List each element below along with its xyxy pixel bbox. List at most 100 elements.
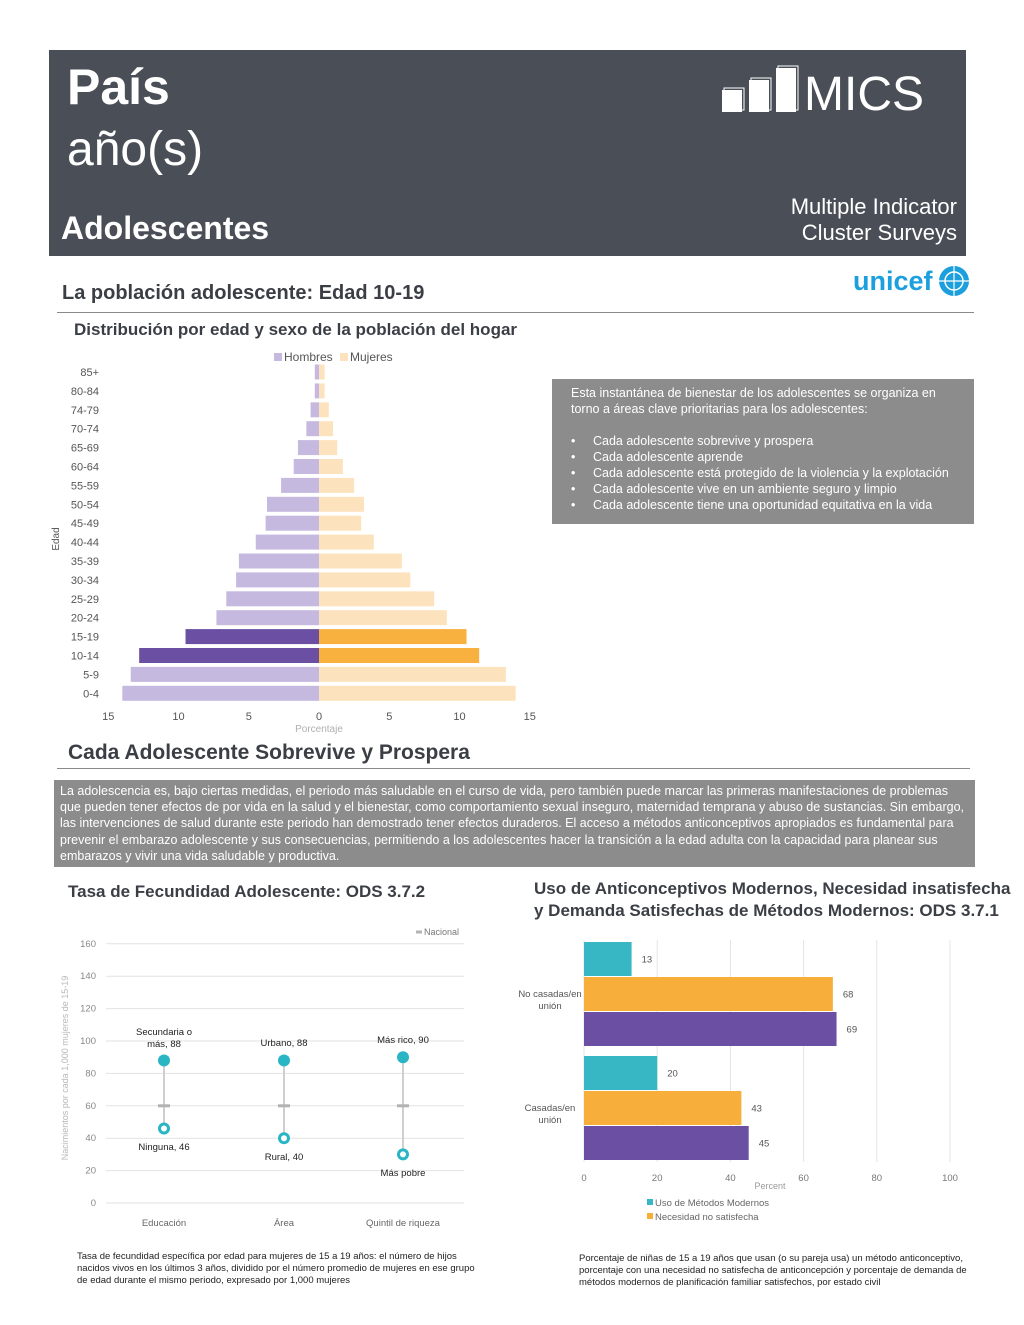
pyramid-x-tick: 0 (316, 711, 322, 723)
fertility-category-label: Educación (142, 1218, 186, 1229)
contraception-bar (584, 1056, 658, 1090)
bar-hombres-70-74 (306, 421, 319, 437)
contraception-x-tick: 100 (942, 1173, 958, 1184)
logo-block-1-outline (723, 87, 745, 111)
bar-mujeres-45-49 (319, 515, 362, 531)
bar-mujeres-35-39 (319, 553, 402, 569)
contraception-value-label: 68 (843, 990, 854, 1001)
age-group-label: 15-19 (71, 632, 99, 644)
section-divider (57, 312, 974, 313)
contraception-x-axis-label: Percent (754, 1181, 786, 1191)
pyramid-x-tick: 15 (524, 711, 536, 723)
pyramid-x-tick: 5 (246, 711, 252, 723)
contraception-bar (584, 1091, 742, 1125)
fertility-y-tick: 100 (80, 1036, 96, 1047)
section-population-title: La población adolescente: Edad 10-19 (62, 282, 425, 304)
bar-mujeres-40-44 (319, 534, 374, 550)
fertility-y-tick: 80 (85, 1068, 96, 1079)
contraception-bar (584, 1126, 749, 1160)
section-divider (57, 768, 970, 769)
logo-block-2 (749, 80, 769, 112)
legend-swatch (647, 1213, 653, 1219)
section-survive-title: Cada Adolescente Sobrevive y Prospera (68, 741, 470, 764)
bar-mujeres-80-84 (319, 383, 325, 399)
contraception-value-label: 43 (751, 1104, 762, 1115)
bar-mujeres-20-24 (319, 610, 447, 626)
snapshot-info-box: Esta instantánea de bienestar de los ado… (552, 379, 974, 524)
bar-mujeres-15-19 (319, 629, 467, 645)
contraception-legend: Uso de Métodos Modernos Necesidad no sati… (647, 1198, 769, 1223)
bar-mujeres-50-54 (319, 496, 364, 512)
bar-hombres-30-34 (236, 572, 319, 588)
snapshot-item: Cada adolescente está protegido de la vi… (571, 465, 962, 481)
contraception-bar (584, 1012, 837, 1046)
contraception-legend-item: Uso de Métodos Modernos (655, 1198, 769, 1209)
pyramid-legend: Hombres Mujeres (274, 350, 393, 364)
bar-mujeres-74-79 (319, 402, 329, 418)
contraception-x-tick: 80 (872, 1173, 883, 1184)
fertility-category-label: Quintil de riqueza (366, 1218, 441, 1229)
fertility-y-tick: 0 (91, 1198, 96, 1209)
fertility-high-point (278, 1054, 290, 1067)
fertility-high-label: Más rico, 90 (377, 1035, 429, 1046)
pyramid-x-tick: 10 (172, 711, 184, 723)
logo-block-2-outline (750, 77, 772, 111)
fertility-high-label: Secundaria o (136, 1027, 192, 1038)
bar-mujeres-60-64 (319, 459, 343, 474)
fertility-footnote: Tasa de fecundidad específica por edad p… (77, 1251, 475, 1286)
pyramid-x-tick: 5 (386, 711, 392, 723)
bar-hombres-35-39 (238, 553, 319, 569)
bar-hombres-50-54 (267, 496, 319, 512)
contraception-bar (584, 977, 833, 1011)
fertility-low-label: Ninguna, 46 (138, 1142, 189, 1153)
age-group-label: 45-49 (71, 518, 99, 530)
contraception-bar (584, 942, 632, 976)
pyramid-x-tick: 10 (453, 711, 465, 723)
age-group-label: 85+ (80, 367, 99, 379)
bar-mujeres-5-9 (319, 666, 506, 682)
fertility-y-tick: 20 (85, 1166, 96, 1177)
legend-swatch-hombres (274, 353, 282, 361)
bar-mujeres-25-29 (319, 591, 435, 607)
bar-hombres-80-84 (314, 383, 319, 399)
legend-nacional: Nacional (424, 927, 459, 937)
bar-mujeres-0-4 (319, 685, 516, 701)
legend-swatch (647, 1199, 653, 1205)
age-group-label: 20-24 (71, 613, 99, 625)
snapshot-item: Cada adolescente aprende (571, 449, 962, 465)
contraception-x-tick: 20 (652, 1173, 663, 1184)
country-title: País (67, 59, 170, 115)
contraception-category-label: No casadas/en (518, 989, 581, 1000)
age-group-label: 5-9 (83, 669, 99, 681)
logo-block-3 (776, 68, 796, 112)
age-group-label: 60-64 (71, 462, 99, 474)
logo-block-3-outline (777, 65, 799, 111)
fertility-low-point (278, 1132, 290, 1145)
bar-hombres-20-24 (216, 610, 319, 626)
logo-subtitle-1: Multiple Indicator (790, 194, 957, 219)
bar-hombres-25-29 (226, 591, 319, 607)
fertility-rate-chart: 0 20 40 60 80 100 120 140 160 Nacional Secundari… (60, 927, 464, 1229)
fertility-category-label: Área (274, 1218, 295, 1229)
pyramid-x-tick: 15 (102, 711, 114, 723)
fertility-high-point (158, 1054, 170, 1067)
fertility-y-tick: 60 (85, 1101, 96, 1112)
age-group-label: 50-54 (71, 499, 99, 511)
contraception-value-label: 69 (847, 1025, 858, 1036)
bar-mujeres-70-74 (319, 421, 334, 437)
age-group-label: 65-69 (71, 443, 99, 455)
snapshot-item: Cada adolescente vive en un ambiente seg… (571, 481, 962, 497)
age-group-label: 10-14 (71, 651, 99, 663)
bar-hombres-60-64 (293, 459, 319, 474)
contraception-x-tick: 0 (581, 1173, 586, 1184)
age-group-label: 80-84 (71, 386, 99, 398)
contraception-x-tick: 40 (725, 1173, 736, 1184)
section-intro-box: La adolescencia es, bajo ciertas medidas… (54, 780, 975, 867)
logo-text: MICS (804, 68, 924, 116)
bar-hombres-65-69 (297, 440, 319, 456)
fertility-low-label: Más pobre (381, 1168, 426, 1179)
contraception-category-label: unión (538, 1001, 561, 1012)
contraception-value-label: 20 (667, 1069, 678, 1080)
snapshot-list: Cada adolescente sobrevive y prospera Ca… (571, 433, 962, 513)
